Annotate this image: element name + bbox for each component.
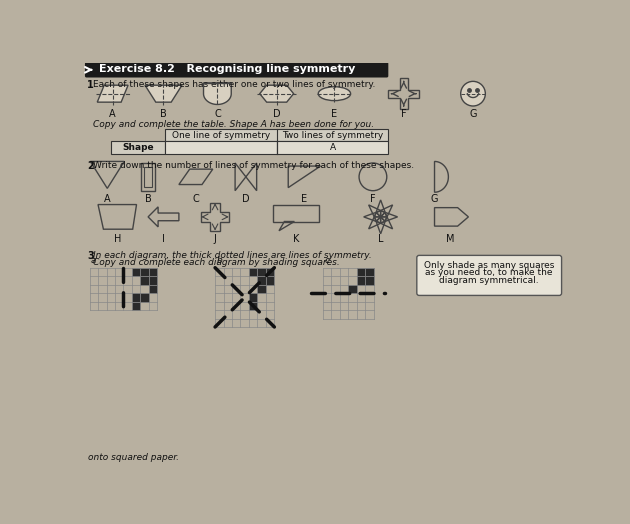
Text: 2: 2	[87, 161, 94, 171]
Bar	[132, 293, 140, 302]
Bar	[111, 141, 165, 154]
Text: I: I	[162, 234, 165, 244]
Text: b: b	[217, 256, 222, 265]
Text: J: J	[214, 234, 217, 244]
Text: H: H	[113, 234, 121, 244]
Bar	[249, 268, 258, 276]
Bar	[273, 204, 319, 222]
Bar	[357, 276, 365, 285]
Bar	[140, 268, 149, 276]
Bar	[266, 268, 275, 276]
Text: E: E	[301, 194, 307, 204]
Text: a: a	[91, 256, 96, 265]
Polygon shape	[203, 83, 231, 104]
Bar	[165, 141, 277, 154]
Bar	[132, 268, 140, 276]
Text: B: B	[145, 194, 151, 204]
Text: L: L	[378, 234, 384, 244]
Text: 3: 3	[87, 251, 94, 261]
Bar	[365, 276, 374, 285]
Bar	[149, 276, 158, 285]
Text: Two lines of symmetry: Two lines of symmetry	[282, 130, 383, 139]
Text: G: G	[469, 109, 477, 119]
Text: Write down the number of lines of symmetry for each of these shapes.: Write down the number of lines of symmet…	[93, 161, 415, 170]
Text: C: C	[192, 194, 199, 204]
Text: diagram symmetrical.: diagram symmetrical.	[439, 276, 539, 285]
Text: M: M	[445, 234, 454, 244]
Text: c: c	[324, 256, 329, 265]
Ellipse shape	[318, 87, 350, 101]
Bar	[144, 167, 152, 187]
Text: Exercise 8.2   Recognising line symmetry: Exercise 8.2 Recognising line symmetry	[99, 64, 355, 74]
Text: G: G	[431, 194, 438, 204]
Bar	[258, 276, 266, 285]
Text: F: F	[370, 194, 375, 204]
Bar	[140, 276, 149, 285]
Text: A: A	[329, 143, 336, 152]
FancyBboxPatch shape	[417, 255, 561, 296]
Text: A: A	[110, 109, 116, 119]
Text: In each diagram, the thick dotted lines are lines of symmetry.: In each diagram, the thick dotted lines …	[93, 251, 372, 260]
Bar	[141, 163, 155, 191]
Text: onto squared paper.: onto squared paper.	[88, 453, 179, 462]
Bar	[165, 129, 388, 141]
FancyBboxPatch shape	[85, 62, 388, 78]
Text: D: D	[242, 194, 249, 204]
Text: F: F	[401, 109, 406, 119]
Text: Each of these shapes has either one or two lines of symmetry.: Each of these shapes has either one or t…	[93, 80, 375, 89]
Text: C: C	[214, 109, 220, 119]
Text: D: D	[273, 109, 280, 119]
Text: Copy and complete the table. Shape A has been done for you.: Copy and complete the table. Shape A has…	[93, 120, 375, 129]
Text: K: K	[293, 234, 299, 244]
Bar	[132, 302, 140, 310]
Polygon shape	[145, 85, 182, 102]
Bar	[249, 302, 258, 310]
Circle shape	[461, 81, 485, 106]
Polygon shape	[260, 85, 294, 102]
Bar	[266, 276, 275, 285]
Bar	[357, 268, 365, 276]
Text: E: E	[331, 109, 338, 119]
Bar	[249, 293, 258, 302]
Text: 1: 1	[87, 80, 94, 90]
Bar	[149, 285, 158, 293]
Text: One line of symmetry: One line of symmetry	[172, 130, 270, 139]
Text: B: B	[160, 109, 167, 119]
Bar	[149, 268, 158, 276]
Bar	[258, 285, 266, 293]
Polygon shape	[97, 85, 128, 102]
Text: A: A	[104, 194, 111, 204]
Text: Shape: Shape	[122, 143, 154, 152]
Bar	[258, 268, 266, 276]
Bar	[277, 141, 388, 154]
Bar	[348, 285, 357, 293]
Text: as you need to, to make the: as you need to, to make the	[425, 268, 553, 278]
Bar	[365, 268, 374, 276]
Text: Copy and complete each diagram by shading squares.: Copy and complete each diagram by shadin…	[93, 258, 340, 267]
Bar	[140, 293, 149, 302]
Text: Only shade as many squares: Only shade as many squares	[424, 261, 554, 270]
